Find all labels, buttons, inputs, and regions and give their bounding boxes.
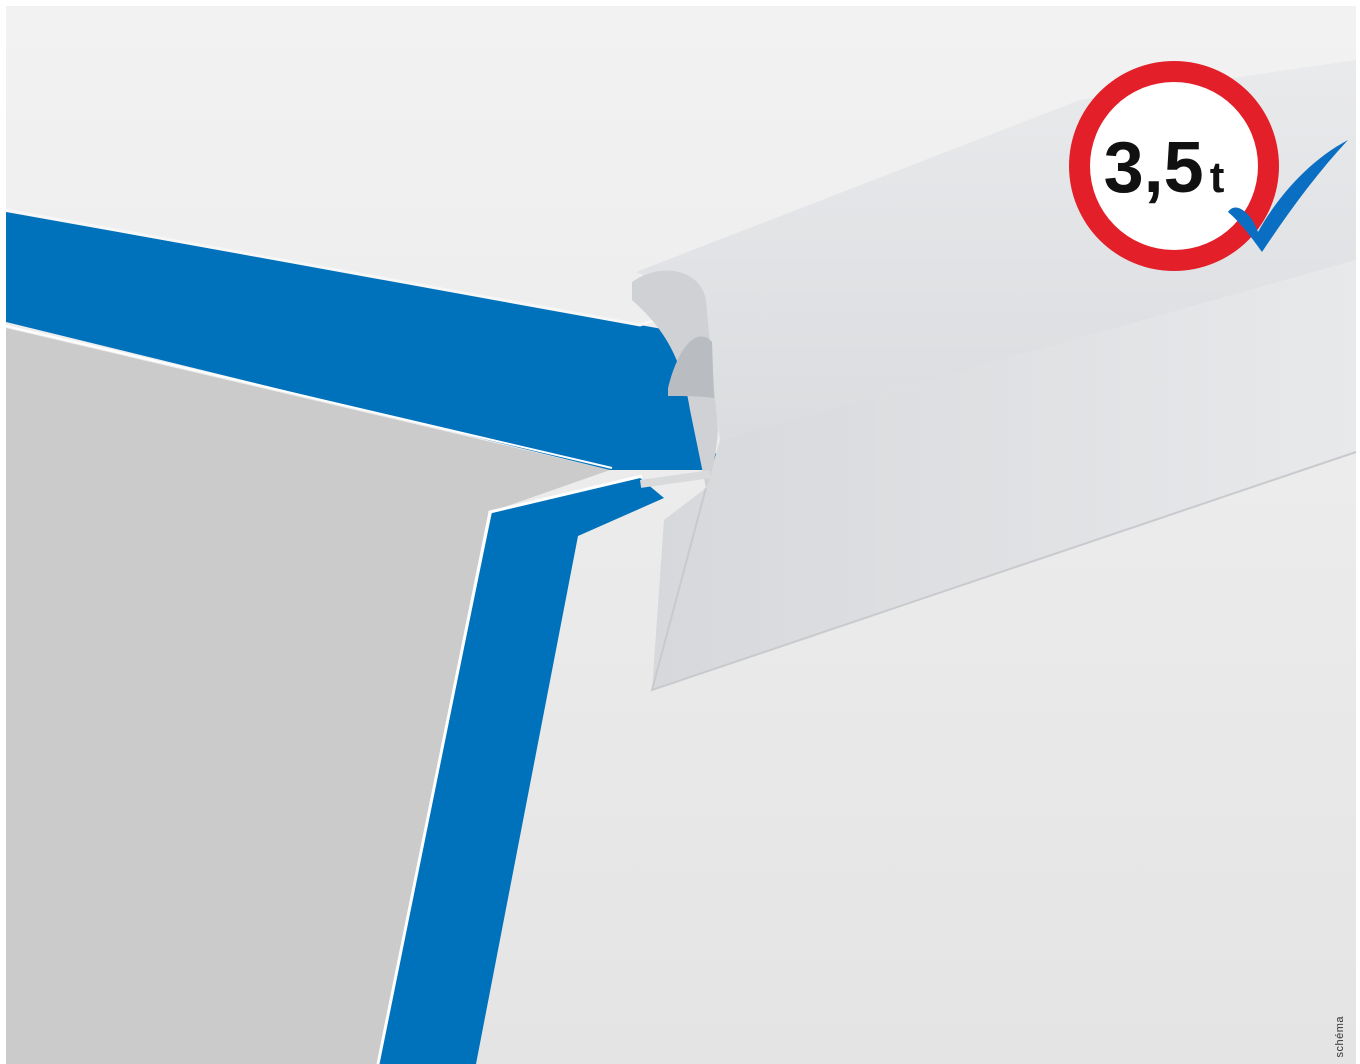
- check-icon: [1228, 140, 1348, 252]
- svg-text:3,5t: 3,5 t: [1104, 128, 1225, 208]
- coping-joint: [640, 470, 711, 488]
- pool-wall-bottom-edge: [5, 325, 613, 469]
- pool-inner-surface: [6, 328, 610, 1064]
- pool-wall-side-band: [378, 478, 664, 1064]
- weight-limit-sign: 3,5 t: [1069, 61, 1279, 271]
- pool-wall-top-band: [6, 212, 722, 470]
- caption-label: schéma: [1334, 1016, 1346, 1058]
- weight-unit: t: [1210, 153, 1225, 202]
- coping-edge: [650, 451, 1357, 692]
- pool-wall-side-edge: [376, 474, 643, 1064]
- weight-value: 3,5: [1104, 128, 1204, 208]
- coping-front-face: [652, 260, 1356, 690]
- coping-clip: [668, 336, 714, 398]
- coping-nose: [632, 270, 718, 488]
